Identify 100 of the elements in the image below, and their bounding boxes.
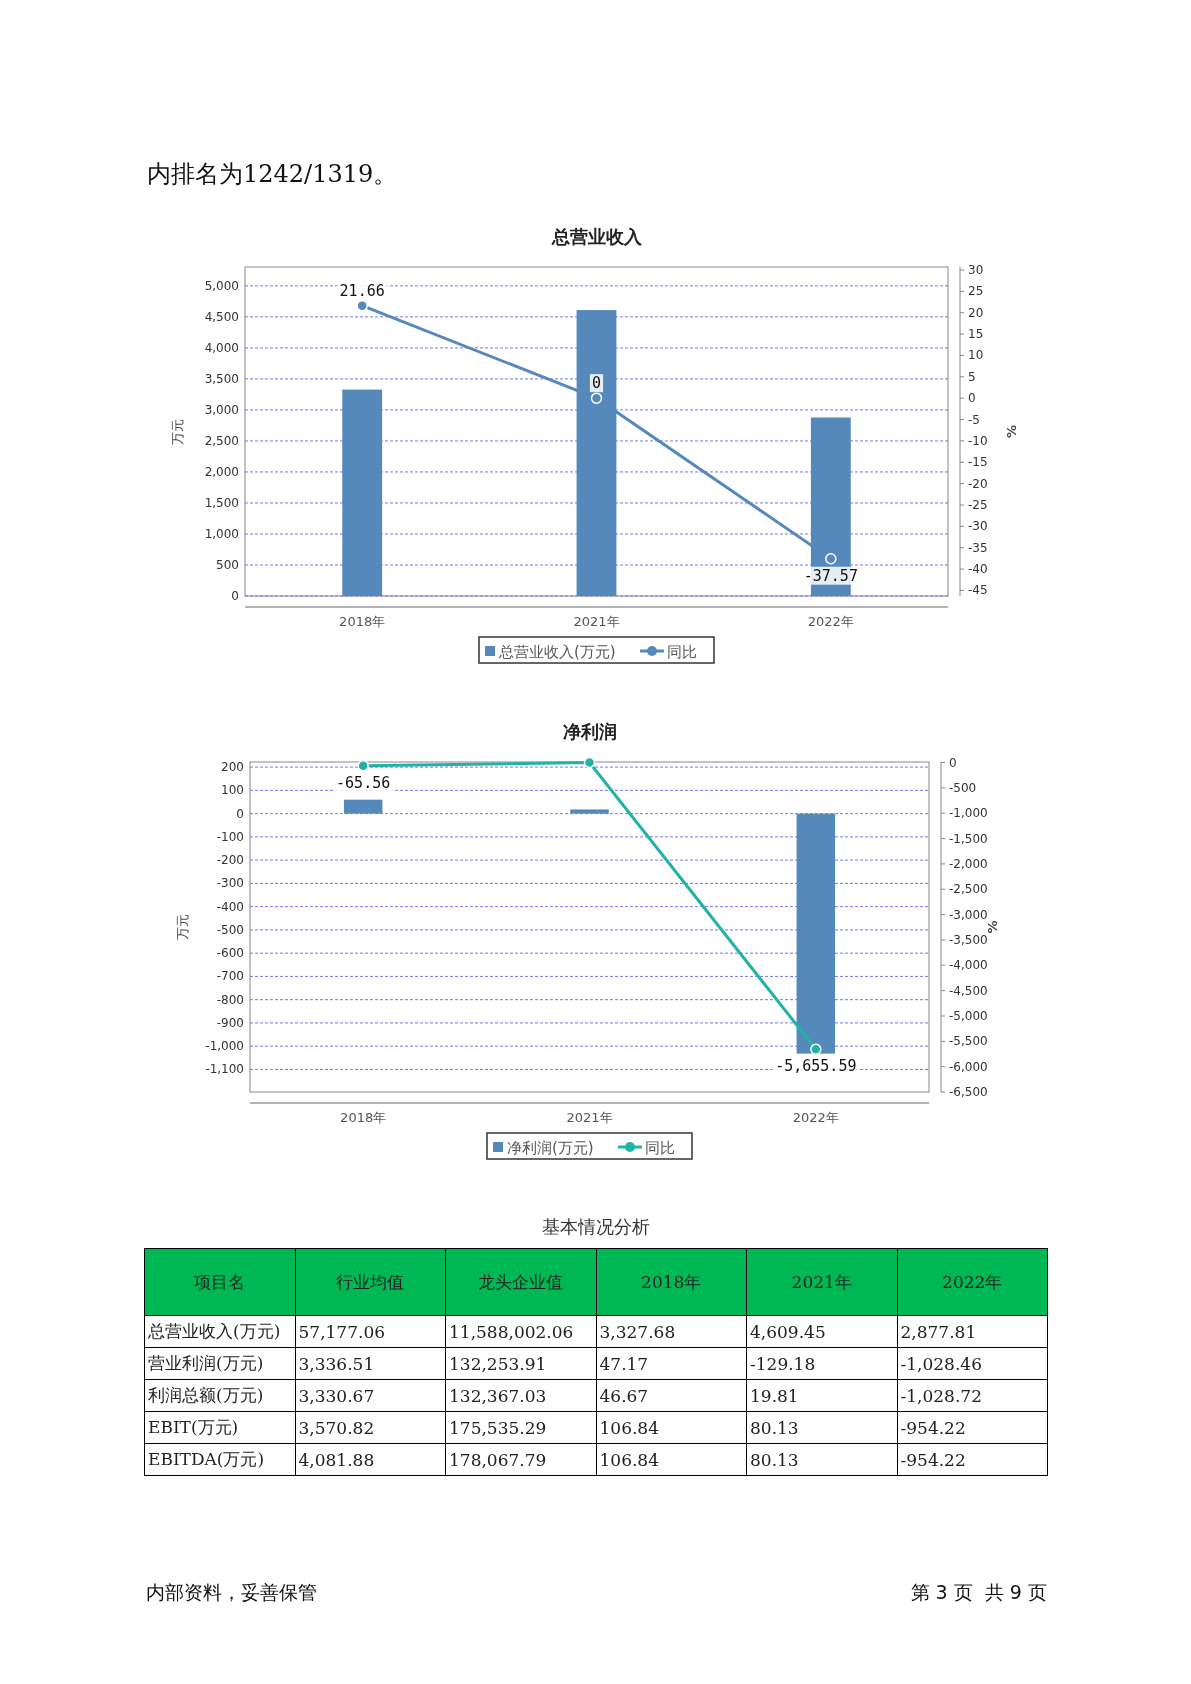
- x-tick-label: 2021年: [573, 614, 620, 629]
- category-label: EBITDA(万元): [148, 1449, 265, 1469]
- y-tick-label: 4,500: [204, 309, 239, 324]
- y-axis-title: 万元: [175, 914, 190, 940]
- text: 2,877.81: [900, 1321, 977, 1342]
- legend-label: 同比: [667, 643, 697, 661]
- y2-tick-label: 15: [968, 327, 984, 342]
- text: 46.67: [599, 1385, 649, 1406]
- y2-tick-label: -2,000: [949, 856, 988, 871]
- bar: [570, 809, 609, 814]
- text: 11,588,002.06: [449, 1321, 574, 1342]
- y2-tick-label: -25: [968, 497, 988, 512]
- y2-tick-label: -2,500: [949, 882, 988, 897]
- y-tick-label: 2,500: [204, 433, 239, 448]
- y2-tick-label: -3,500: [949, 932, 988, 947]
- text: -1,028.72: [900, 1385, 982, 1406]
- text: 80.13: [750, 1417, 799, 1438]
- x-tick-label: 2022年: [807, 614, 854, 629]
- category-label: 龙头企业值: [445, 1248, 596, 1316]
- text: 178,067.79: [449, 1449, 547, 1470]
- point: [810, 1043, 822, 1055]
- y-tick-label: -300: [216, 876, 244, 891]
- y2-tick-label: -5,000: [949, 1008, 988, 1023]
- text: 内部资料，妥善保管: [146, 1580, 317, 1605]
- text: 3,570.82: [298, 1417, 375, 1438]
- point: [583, 756, 596, 769]
- text: 19.81: [750, 1385, 799, 1406]
- text: 106.84: [599, 1449, 659, 1470]
- y-tick-label: 200: [221, 760, 244, 775]
- y-tick-label: -600: [216, 946, 244, 961]
- category-label: 2018年: [596, 1248, 747, 1316]
- y-tick-label: 0: [236, 806, 244, 821]
- text: 3,330.67: [298, 1385, 375, 1406]
- y-tick-label: -100: [216, 829, 244, 844]
- text: 3,327.68: [599, 1321, 676, 1342]
- category-label: EBIT(万元): [148, 1417, 239, 1437]
- text: 106.84: [599, 1417, 659, 1438]
- y-tick-label: -1,100: [205, 1062, 244, 1077]
- y2-tick-label: -15: [968, 455, 988, 470]
- data-label: -65.56: [336, 773, 391, 792]
- y2-tick-label: -6,500: [949, 1085, 988, 1099]
- x-tick-label: 2018年: [340, 1110, 387, 1125]
- y2-tick-label: 10: [968, 348, 984, 363]
- category-label: 2021年: [746, 1248, 897, 1316]
- text: 47.17: [599, 1353, 649, 1374]
- text: -954.22: [900, 1417, 966, 1438]
- bar: [342, 389, 383, 596]
- text: -129.18: [750, 1353, 816, 1374]
- text: 175,535.29: [449, 1417, 547, 1438]
- y2-tick-label: -4,500: [949, 983, 988, 998]
- bar: [796, 813, 836, 1054]
- chart-title: 总营业收入: [550, 226, 643, 247]
- y-tick-label: 1,500: [204, 495, 239, 510]
- y2-tick-label: -10: [968, 433, 988, 448]
- category-label: 利润总额(万元): [148, 1385, 264, 1405]
- y-axis-title: 万元: [170, 418, 185, 445]
- y-tick-label: 3,000: [204, 402, 239, 417]
- point: [825, 552, 837, 565]
- y-tick-label: 4,000: [204, 340, 239, 355]
- y-tick-label: -900: [216, 1015, 244, 1030]
- y-tick-label: 500: [216, 557, 239, 572]
- x-tick-label: 2021年: [566, 1110, 613, 1125]
- legend-label: 总营业收入(万元): [498, 643, 616, 661]
- bar: [343, 799, 383, 814]
- category-label: 总营业收入(万元): [148, 1321, 281, 1341]
- text: 3,336.51: [298, 1353, 375, 1374]
- text: -954.22: [900, 1449, 966, 1470]
- y2-tick-label: -20: [968, 476, 988, 491]
- y2-tick-label: -1,500: [949, 831, 988, 846]
- category-label: 2022年: [897, 1248, 1048, 1316]
- y-tick-label: 3,500: [204, 371, 239, 386]
- text: 57,177.06: [298, 1321, 386, 1342]
- text: 内排名为1242/1319。: [147, 160, 398, 188]
- y-tick-label: -200: [216, 853, 244, 868]
- y2-tick-label: 25: [968, 284, 984, 299]
- y-tick-label: 5,000: [204, 278, 239, 293]
- text: 第 3 页 共 9 页: [910, 1580, 1047, 1605]
- y2-tick-label: -40: [968, 562, 988, 577]
- text: 4,081.88: [298, 1449, 375, 1470]
- category-label: 营业利润(万元): [148, 1353, 264, 1373]
- y2-axis-title: %: [985, 920, 1000, 934]
- category-label: 项目名: [144, 1248, 295, 1316]
- y-tick-label: -700: [216, 969, 244, 984]
- y-tick-label: 100: [221, 783, 244, 798]
- y2-tick-label: 5: [968, 369, 976, 384]
- x-tick-label: 2018年: [339, 614, 386, 629]
- y2-tick-label: 0: [968, 391, 976, 406]
- y-tick-label: 1,000: [204, 526, 239, 541]
- y2-tick-label: 0: [949, 755, 957, 770]
- chart-title: 净利润: [562, 721, 617, 742]
- y2-tick-label: -45: [968, 583, 988, 598]
- y2-axis-title: %: [1004, 424, 1019, 439]
- y2-tick-label: -1,000: [949, 806, 988, 821]
- text: 基本情况分析: [540, 1215, 651, 1239]
- text: 80.13: [750, 1449, 799, 1470]
- y2-tick-label: 20: [968, 305, 984, 320]
- y-tick-label: -800: [216, 992, 244, 1007]
- data-label: 0: [591, 374, 602, 393]
- y-tick-label: -500: [216, 922, 244, 937]
- y2-tick-label: -4,000: [949, 958, 988, 973]
